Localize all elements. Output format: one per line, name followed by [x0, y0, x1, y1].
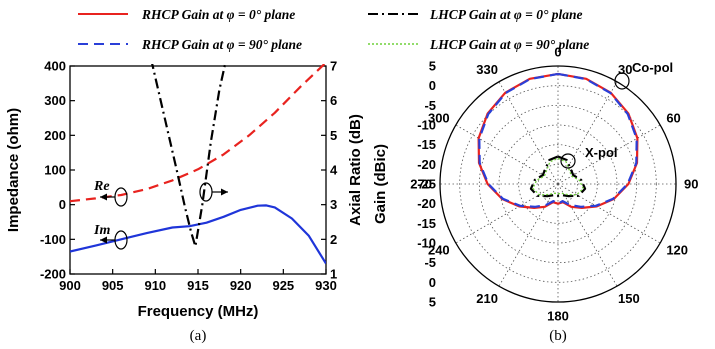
series-line-im [70, 204, 326, 265]
angle-tick-label: 30 [618, 62, 632, 77]
left-y-tick-label: 300 [44, 93, 66, 108]
panel-a-chart: 900 905 910 915 920 925 930 -200 -100 0 100 200 300 4… [5, 59, 364, 345]
angle-tick-label: 120 [666, 243, 688, 258]
legend-label-lhcp-0: LHCP Gain at φ = 0° plane [429, 7, 583, 22]
radial-tick-label: -15 [417, 216, 436, 231]
angle-tick-label: 60 [666, 111, 680, 126]
x-tick-label: 905 [102, 278, 124, 293]
right-y-tick-label: 3 [330, 197, 337, 212]
radial-tick-label: 5 [429, 295, 436, 310]
x-tick-label: 900 [59, 278, 81, 293]
panel-b-polar-chart: 0 30 60 90 120 150 180 210 240 270 300 330 5 0 -5 -10 -1… [372, 45, 698, 345]
panel-a-series [70, 64, 326, 265]
radial-tick-label: 0 [429, 78, 436, 93]
panel-a-caption: (a) [190, 328, 207, 344]
radial-tick-label: -10 [417, 118, 436, 133]
panel-b-caption: (b) [549, 328, 567, 344]
panel-b-y-axis-label: Gain (dBic) [372, 144, 389, 224]
panel-b-grid [439, 65, 677, 303]
legend-label-rhcp-0: RHCP Gain at φ = 0° plane [141, 7, 295, 22]
panel-b-series [477, 72, 639, 209]
radial-tick-label: -10 [417, 236, 436, 251]
polar-ring [537, 163, 579, 205]
polar-series-line [529, 155, 587, 198]
angle-tick-label: 240 [428, 243, 450, 258]
angle-tick-label: 90 [684, 177, 698, 192]
polar-ring [518, 144, 598, 224]
x-pol-marker-ellipse [560, 153, 576, 169]
angle-tick-label: 270 [410, 177, 432, 192]
radial-tick-label: -5 [424, 255, 436, 270]
radial-tick-label: -25 [417, 177, 436, 192]
legend-label-lhcp-90: LHCP Gain at φ = 90° plane [429, 37, 589, 52]
radial-tick-label: -20 [417, 157, 436, 172]
re-annotation: Re [93, 179, 110, 194]
panel-a-right-axis-label: Axial Ratio (dB) [347, 114, 364, 226]
polar-ring [478, 104, 638, 264]
polar-series-line [532, 157, 584, 196]
right-y-tick-label: 4 [330, 163, 338, 178]
radial-tick-label: -5 [424, 98, 436, 113]
panel-b-ticks: 0 30 60 90 120 150 180 210 240 270 300 330 5 0 -5 -10 -1… [410, 45, 698, 324]
right-y-tick-label: 5 [330, 128, 337, 143]
angle-tick-label: 300 [428, 111, 450, 126]
panel-a-x-axis-label: Frequency (MHz) [138, 303, 259, 320]
polar-ring [498, 124, 618, 244]
ar-marker-ellipse [199, 182, 213, 202]
x-tick-label: 920 [230, 278, 252, 293]
right-y-tick-label: 2 [330, 232, 337, 247]
panel-a-left-axis-label: Impedance (ohm) [5, 108, 22, 232]
left-y-tick-label: 400 [44, 59, 66, 74]
right-y-tick-label: 1 [330, 267, 337, 282]
radial-tick-label: -20 [417, 196, 436, 211]
left-y-tick-label: -100 [40, 232, 66, 247]
polar-spoke [498, 81, 559, 185]
right-y-tick-label: 7 [330, 59, 337, 74]
co-pol-marker-ellipse [614, 72, 630, 90]
re-marker-ellipse [114, 187, 128, 207]
polar-spoke [455, 183, 559, 244]
angle-tick-label: 330 [476, 62, 498, 77]
legend-label-rhcp-90: RHCP Gain at φ = 90° plane [141, 37, 302, 52]
im-annotation: Im [93, 223, 110, 238]
co-pol-annotation: Co-pol [632, 60, 673, 75]
x-tick-label: 925 [272, 278, 294, 293]
polar-spoke [498, 183, 559, 287]
legend: RHCP Gain at φ = 0° plane LHCP Gain at φ… [78, 7, 589, 52]
radial-tick-label: 0 [429, 275, 436, 290]
radial-tick-label: -15 [417, 137, 436, 152]
x-tick-label: 910 [144, 278, 166, 293]
series-line-axial-ratio [151, 64, 227, 248]
left-y-tick-label: 100 [44, 163, 66, 178]
angle-tick-label: 0 [554, 45, 561, 60]
radial-tick-label: 5 [429, 59, 436, 74]
angle-tick-label: 180 [547, 309, 569, 324]
polar-ring [439, 65, 677, 303]
x-tick-label: 930 [315, 278, 337, 293]
right-y-tick-label: 6 [330, 93, 337, 108]
angle-tick-label: 210 [476, 291, 498, 306]
polar-series-line [477, 72, 639, 209]
polar-ring [459, 85, 657, 283]
left-y-tick-label: -200 [40, 267, 66, 282]
polar-spoke [557, 183, 618, 287]
series-line-re [70, 64, 326, 203]
x-pol-annotation: X-pol [585, 145, 618, 160]
x-tick-label: 915 [187, 278, 209, 293]
polar-spoke [557, 183, 661, 244]
panel-a-ticks: 900 905 910 915 920 925 930 -200 -100 0 100 200 300 4… [40, 59, 338, 294]
left-y-tick-label: 200 [44, 128, 66, 143]
left-y-tick-label: 0 [59, 197, 66, 212]
angle-tick-label: 150 [618, 291, 640, 306]
